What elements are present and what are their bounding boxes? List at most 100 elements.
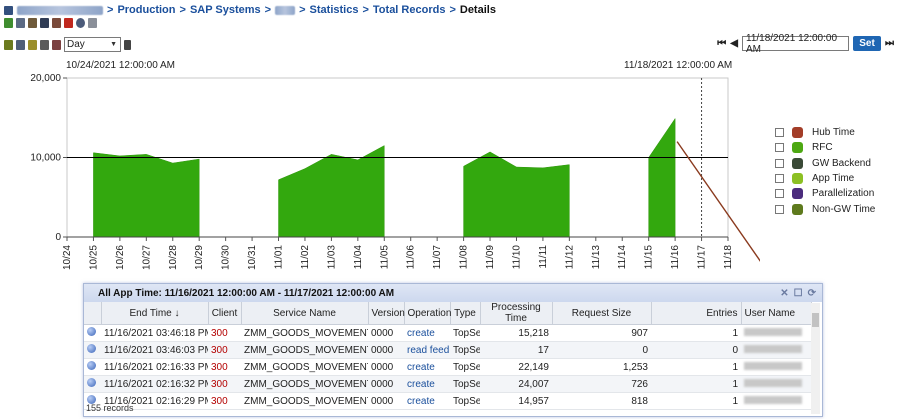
bookmark-icon[interactable] xyxy=(52,39,61,50)
column-header[interactable]: Operation xyxy=(404,302,451,325)
column-header[interactable]: User Name xyxy=(741,302,812,325)
x-tick-label: 10/30 xyxy=(221,245,232,270)
panel-title: All App Time: 11/16/2021 12:00:00 AM - 1… xyxy=(98,287,395,299)
table-cell xyxy=(84,392,101,410)
details-panel: All App Time: 11/16/2021 12:00:00 AM - 1… xyxy=(83,283,823,417)
legend-label: App Time xyxy=(812,173,855,185)
search-icon[interactable] xyxy=(76,18,85,28)
app-time-chart[interactable]: 0 10,000 20,000 10/24 10/25 10/26 10/27 10/28 10… xyxy=(0,70,760,282)
breadcrumb-production[interactable]: Production xyxy=(117,4,176,16)
x-tick-label: 11/16 xyxy=(670,245,681,270)
x-tick-label: 11/04 xyxy=(353,245,364,270)
period-select[interactable]: Day ▼ xyxy=(64,37,121,52)
x-tick-label: 10/29 xyxy=(194,245,205,270)
table-cell xyxy=(741,324,811,342)
legend-item[interactable]: Non-GW Time xyxy=(775,201,875,216)
table-cell xyxy=(741,375,811,393)
x-tick-label: 11/08 xyxy=(459,245,470,270)
close-icon[interactable]: ✕ xyxy=(780,287,789,299)
previous-icon[interactable]: ◀ xyxy=(730,38,738,49)
legend-swatch xyxy=(792,127,803,139)
redacted-user xyxy=(744,344,802,353)
breadcrumb-current: Details xyxy=(459,4,496,16)
legend-item[interactable]: GW Backend xyxy=(775,156,875,171)
chart-type-icon[interactable] xyxy=(4,39,13,50)
legend-checkbox[interactable] xyxy=(775,128,784,138)
legend-label: Parallelization xyxy=(812,188,875,200)
date-input[interactable]: 11/18/2021 12:00:00 AM xyxy=(742,33,849,55)
legend-swatch xyxy=(792,188,803,200)
table-row[interactable]: 11/16/2021 03:46:03 PM 300 ZMM_GOODS_MOVEM… xyxy=(84,341,811,359)
date-input-value: 11/18/2021 12:00:00 AM xyxy=(746,32,838,55)
settings-icon[interactable] xyxy=(40,39,49,50)
last-page-icon[interactable]: ⏭ xyxy=(885,38,894,49)
home-icon[interactable] xyxy=(4,5,13,15)
row-status-icon[interactable] xyxy=(87,395,96,404)
scroll-thumb[interactable] xyxy=(812,313,819,327)
signal-icon[interactable] xyxy=(88,18,97,28)
table-row[interactable]: 11/16/2021 02:16:33 PM 300 ZMM_GOODS_MOVEM… xyxy=(84,358,811,376)
table-scrollbar[interactable] xyxy=(811,303,820,414)
set-button[interactable]: Set xyxy=(853,36,881,51)
legend-checkbox[interactable] xyxy=(775,158,784,168)
column-header[interactable]: Processing Time xyxy=(480,302,553,325)
filter-icon[interactable] xyxy=(28,39,37,50)
column-header[interactable]: Version xyxy=(368,302,405,325)
maximize-icon[interactable]: ☐ xyxy=(793,287,803,299)
legend-item[interactable]: RFC xyxy=(775,140,875,155)
breadcrumb-total-records[interactable]: Total Records xyxy=(372,4,446,16)
table-cell: TopSet xyxy=(450,358,480,376)
table-row[interactable]: 11/16/2021 02:16:29 PM 300 ZMM_GOODS_MOVEM… xyxy=(84,392,811,410)
legend-checkbox[interactable] xyxy=(775,174,784,184)
breadcrumb-statistics[interactable]: Statistics xyxy=(309,4,359,16)
table-row[interactable]: 11/16/2021 03:46:18 PM 300 ZMM_GOODS_MOVEM… xyxy=(84,324,811,342)
app-time-area xyxy=(648,117,676,238)
row-status-icon[interactable] xyxy=(87,361,96,370)
table-cell[interactable]: create xyxy=(404,324,450,342)
column-header[interactable]: Type xyxy=(450,302,481,325)
panel-header: All App Time: 11/16/2021 12:00:00 AM - 1… xyxy=(84,284,822,302)
column-header[interactable]: Service Name xyxy=(241,302,369,325)
stop-icon[interactable] xyxy=(64,18,73,28)
column-header[interactable]: End Time ↓ xyxy=(101,302,209,325)
legend-item[interactable]: App Time xyxy=(775,171,875,186)
export-icon[interactable] xyxy=(52,18,61,28)
first-page-icon[interactable]: ⏮ xyxy=(717,38,727,49)
redacted-crumb[interactable] xyxy=(17,5,103,15)
legend-item[interactable]: Parallelization xyxy=(775,186,875,201)
date-navigation: ⏮ ◀ 11/18/2021 12:00:00 AM Set ⏭ xyxy=(717,33,894,55)
row-status-icon[interactable] xyxy=(87,327,96,336)
table-icon[interactable] xyxy=(16,39,25,50)
archive-icon[interactable] xyxy=(40,18,49,28)
row-status-icon[interactable] xyxy=(87,378,96,387)
table-cell[interactable]: create xyxy=(404,375,450,393)
x-tick-label: 11/01 xyxy=(274,245,285,270)
redacted-crumb[interactable] xyxy=(275,5,296,15)
table-row[interactable]: 11/16/2021 02:16:32 PM 300 ZMM_GOODS_MOVEM… xyxy=(84,375,811,393)
column-header[interactable]: Request Size xyxy=(552,302,652,325)
x-tick-label: 11/13 xyxy=(591,245,602,270)
panel-header-icons: ✕ ☐ ⟳ xyxy=(780,288,816,299)
table-cell[interactable]: read feed xyxy=(404,341,450,359)
legend-checkbox[interactable] xyxy=(775,143,784,153)
chevron-down-icon: ▼ xyxy=(110,41,117,48)
column-header[interactable]: Entries xyxy=(651,302,742,325)
legend-checkbox[interactable] xyxy=(775,204,784,214)
copy-icon[interactable] xyxy=(28,18,37,28)
top-toolbar xyxy=(4,18,97,28)
table-cell[interactable]: create xyxy=(404,358,450,376)
refresh-icon[interactable]: ⟳ xyxy=(807,287,816,299)
row-status-icon[interactable] xyxy=(87,344,96,353)
x-tick-label: 11/07 xyxy=(432,245,443,270)
legend-label: Hub Time xyxy=(812,127,855,139)
table-cell[interactable]: create xyxy=(404,392,450,410)
document-icon[interactable] xyxy=(16,18,25,28)
column-header[interactable]: Client xyxy=(208,302,242,325)
table-cell: 818 xyxy=(552,392,651,410)
refresh-icon[interactable] xyxy=(4,18,13,28)
page-icon[interactable] xyxy=(124,39,131,50)
breadcrumb-sap-systems[interactable]: SAP Systems xyxy=(189,4,261,16)
legend-checkbox[interactable] xyxy=(775,189,784,199)
legend-item[interactable]: Hub Time xyxy=(775,125,875,140)
app-time-area xyxy=(463,151,570,238)
